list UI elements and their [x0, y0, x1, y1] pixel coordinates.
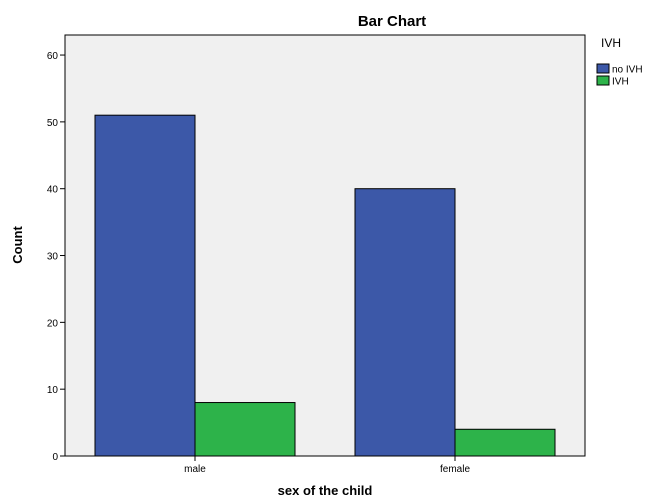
y-axis-title: Count [10, 226, 25, 264]
bars-group [94, 114, 556, 457]
y-tick-label: 50 [47, 118, 59, 129]
y-tick-label: 20 [47, 318, 59, 329]
y-tick-label: 10 [47, 385, 59, 396]
legend-swatch [596, 75, 610, 86]
x-axis: male female [184, 456, 470, 475]
legend-label: no IVH [612, 65, 643, 76]
y-axis: 0 10 20 30 40 50 60 [47, 51, 65, 463]
bar-male-no-ivh [94, 114, 196, 457]
x-tick-label: male [184, 464, 206, 475]
bar-male-ivh [194, 402, 296, 457]
chart-title: Bar Chart [358, 13, 426, 30]
y-tick-label: 30 [47, 252, 59, 263]
y-tick-label: 0 [52, 452, 58, 463]
legend-swatch [596, 63, 610, 74]
bar-female-no-ivh [354, 188, 456, 457]
y-tick-label: 40 [47, 185, 59, 196]
bar-female-ivh [454, 428, 556, 457]
legend-title: IVH [601, 36, 621, 50]
x-axis-title: sex of the child [278, 483, 373, 498]
x-tick-label: female [440, 464, 470, 475]
legend-label: IVH [612, 77, 629, 88]
y-tick-label: 60 [47, 51, 59, 62]
